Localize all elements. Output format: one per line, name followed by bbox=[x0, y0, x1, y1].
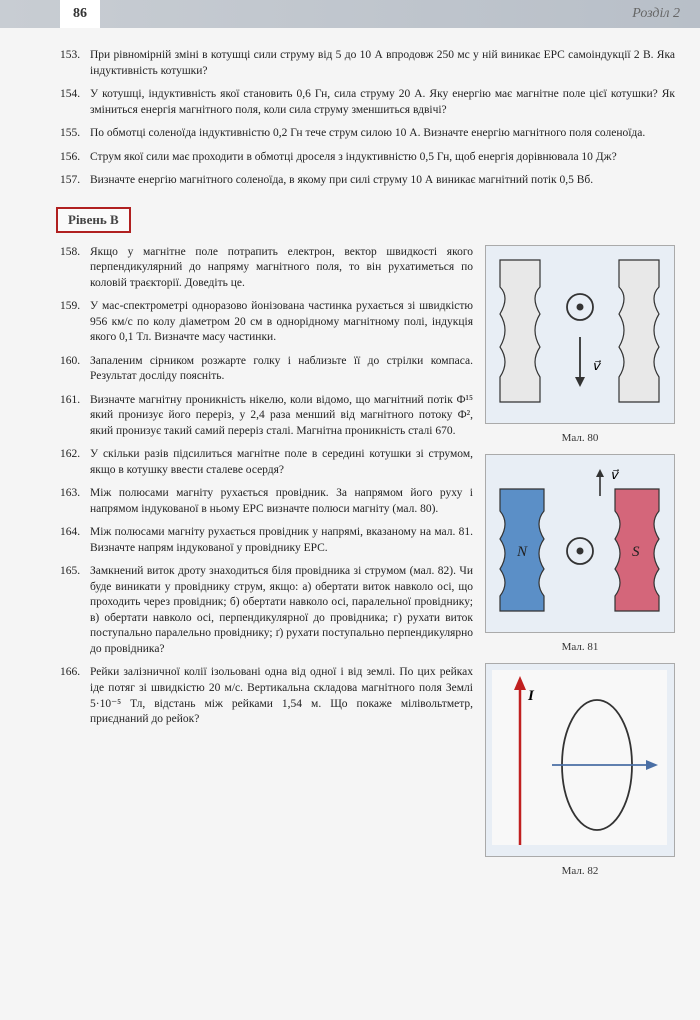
problem-text: Визначте енергію магнітного соленоїда, в… bbox=[90, 173, 675, 189]
problem-text: Замкнений виток дроту знаходиться біля п… bbox=[90, 564, 473, 657]
problem-num: 163. bbox=[60, 486, 90, 517]
problem-text: Між полюсами магніту рухається провідник… bbox=[90, 486, 473, 517]
current-label: I bbox=[527, 688, 535, 704]
problem-155: 155. По обмотці соленоїда індуктивністю … bbox=[60, 126, 675, 142]
problem-text: У мас-спектрометрі одноразово йонізована… bbox=[90, 299, 473, 346]
problem-153: 153. При рівномірній зміні в котушці сил… bbox=[60, 48, 675, 79]
problem-text: Запаленим сірником розжарте голку і набл… bbox=[90, 354, 473, 385]
fig81-svg: N S v⃗ bbox=[492, 461, 667, 621]
problem-text: Рейки залізничної колії ізольовані одна … bbox=[90, 665, 473, 727]
problem-text: Між полюсами магніту рухається провідник… bbox=[90, 525, 473, 556]
problem-num: 156. bbox=[60, 150, 90, 166]
fig81-caption: Мал. 81 bbox=[485, 641, 675, 653]
problem-165: 165.Замкнений виток дроту знаходиться бі… bbox=[60, 564, 473, 657]
problem-159: 159.У мас-спектрометрі одноразово йонізо… bbox=[60, 299, 473, 346]
problem-text: Визначте магнітну проникність нікелю, ко… bbox=[90, 393, 473, 440]
problem-num: 154. bbox=[60, 87, 90, 118]
page-content: 153. При рівномірній зміні в котушці сил… bbox=[0, 28, 700, 897]
problem-num: 164. bbox=[60, 525, 90, 556]
s-pole-label: S bbox=[632, 544, 640, 560]
fig80-svg: v⃗ bbox=[492, 252, 667, 412]
problem-num: 153. bbox=[60, 48, 90, 79]
problem-157: 157. Визначте енергію магнітного соленої… bbox=[60, 173, 675, 189]
n-pole-label: N bbox=[516, 544, 528, 560]
problem-163: 163.Між полюсами магніту рухається прові… bbox=[60, 486, 473, 517]
problem-num: 166. bbox=[60, 665, 90, 727]
level-badge: Рівень В bbox=[56, 207, 131, 233]
fig82-svg: I bbox=[492, 670, 667, 845]
two-column-layout: 158.Якщо у магнітне поле потрапить елект… bbox=[60, 245, 675, 887]
figure-81: N S v⃗ bbox=[485, 454, 675, 633]
textbook-page: 86 Розділ 2 153. При рівномірній зміні в… bbox=[0, 0, 700, 1020]
problem-text: У скільки разів підсилиться магнітне пол… bbox=[90, 447, 473, 478]
fig82-caption: Мал. 82 bbox=[485, 865, 675, 877]
problem-160: 160.Запаленим сірником розжарте голку і … bbox=[60, 354, 473, 385]
figure-80: v⃗ bbox=[485, 245, 675, 424]
problem-text: По обмотці соленоїда індуктивністю 0,2 Г… bbox=[90, 126, 675, 142]
problem-164: 164.Між полюсами магніту рухається прові… bbox=[60, 525, 473, 556]
left-column: 158.Якщо у магнітне поле потрапить елект… bbox=[60, 245, 473, 887]
problem-num: 155. bbox=[60, 126, 90, 142]
problems-top-block: 153. При рівномірній зміні в котушці сил… bbox=[60, 48, 675, 189]
problem-154: 154. У котушці, індуктивність якої стано… bbox=[60, 87, 675, 118]
problem-text: Струм якої сили має проходити в обмотці … bbox=[90, 150, 675, 166]
problem-156: 156. Струм якої сили має проходити в обм… bbox=[60, 150, 675, 166]
problem-text: Якщо у магнітне поле потрапить електрон,… bbox=[90, 245, 473, 292]
problem-158: 158.Якщо у магнітне поле потрапить елект… bbox=[60, 245, 473, 292]
problem-text: При рівномірній зміні в котушці сили стр… bbox=[90, 48, 675, 79]
problem-161: 161.Визначте магнітну проникність нікелю… bbox=[60, 393, 473, 440]
page-header: 86 Розділ 2 bbox=[0, 0, 700, 28]
problem-num: 157. bbox=[60, 173, 90, 189]
problem-num: 158. bbox=[60, 245, 90, 292]
right-column-figures: v⃗ Мал. 80 N S v⃗ bbox=[485, 245, 675, 887]
section-title: Розділ 2 bbox=[632, 6, 680, 22]
problem-num: 159. bbox=[60, 299, 90, 346]
problem-162: 162.У скільки разів підсилиться магнітне… bbox=[60, 447, 473, 478]
fig80-caption: Мал. 80 bbox=[485, 432, 675, 444]
problem-num: 160. bbox=[60, 354, 90, 385]
problem-text: У котушці, індуктивність якої становить … bbox=[90, 87, 675, 118]
figure-82: I bbox=[485, 663, 675, 857]
problem-166: 166.Рейки залізничної колії ізольовані о… bbox=[60, 665, 473, 727]
problem-num: 161. bbox=[60, 393, 90, 440]
page-number: 86 bbox=[60, 0, 100, 28]
problem-num: 162. bbox=[60, 447, 90, 478]
problem-num: 165. bbox=[60, 564, 90, 657]
